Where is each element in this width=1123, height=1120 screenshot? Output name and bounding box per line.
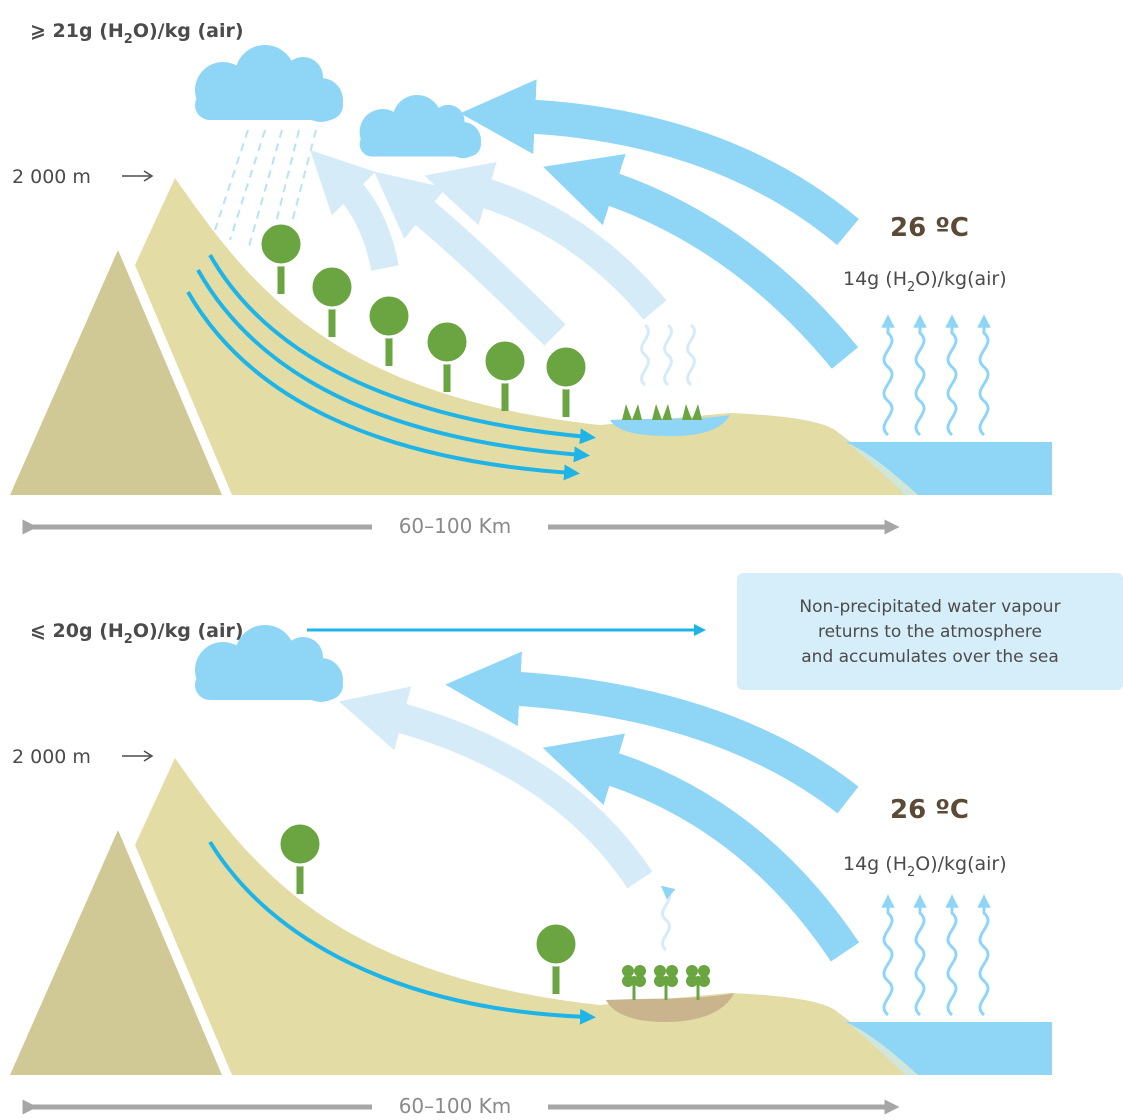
humidity-suffix: O)/kg (air): [133, 20, 244, 42]
humidity: ⩾ 21g (H2O)/kg (air): [30, 20, 244, 47]
sea-humidity-sub: 2: [907, 280, 915, 295]
altitude: 2 000 m: [12, 746, 91, 768]
humidity: ⩽ 20g (H2O)/kg (air): [30, 620, 244, 647]
sea-humidity-suffix: O)/kg(air): [915, 853, 1006, 875]
altitude: 2 000 m: [12, 166, 91, 188]
temperature: 26 ºC: [890, 213, 969, 243]
note-line: returns to the atmosphere: [818, 622, 1042, 642]
humidity-suffix: O)/kg (air): [133, 620, 244, 642]
sea-humidity-sub: 2: [907, 865, 915, 880]
humidity-prefix: ⩽ 20g (H: [30, 620, 124, 642]
panel-bottom: ⩽ 20g (H2O)/kg (air) Non-precipitated wa…: [10, 573, 1123, 1118]
distance: 60–100 Km: [399, 1094, 512, 1118]
note-line: Non-precipitated water vapour: [799, 597, 1060, 617]
humidity-sub: 2: [124, 632, 133, 647]
distance: 60–100 Km: [399, 514, 512, 538]
humidity-prefix: ⩾ 21g (H: [30, 20, 124, 42]
note-line: and accumulates over the sea: [801, 647, 1058, 667]
panel-top: ⩾ 21g (H2O)/kg (air) 2 000 m 26 ºC 14g (…: [10, 20, 1052, 538]
sea-humidity: 14g (H2O)/kg(air): [843, 268, 1007, 295]
sea-humidity-prefix: 14g (H: [843, 268, 907, 290]
temperature: 26 ºC: [890, 795, 969, 825]
sea-humidity: 14g (H2O)/kg(air): [843, 853, 1007, 880]
humidity-sub: 2: [124, 32, 133, 47]
sea-humidity-suffix: O)/kg(air): [915, 268, 1006, 290]
sea-humidity-prefix: 14g (H: [843, 853, 907, 875]
